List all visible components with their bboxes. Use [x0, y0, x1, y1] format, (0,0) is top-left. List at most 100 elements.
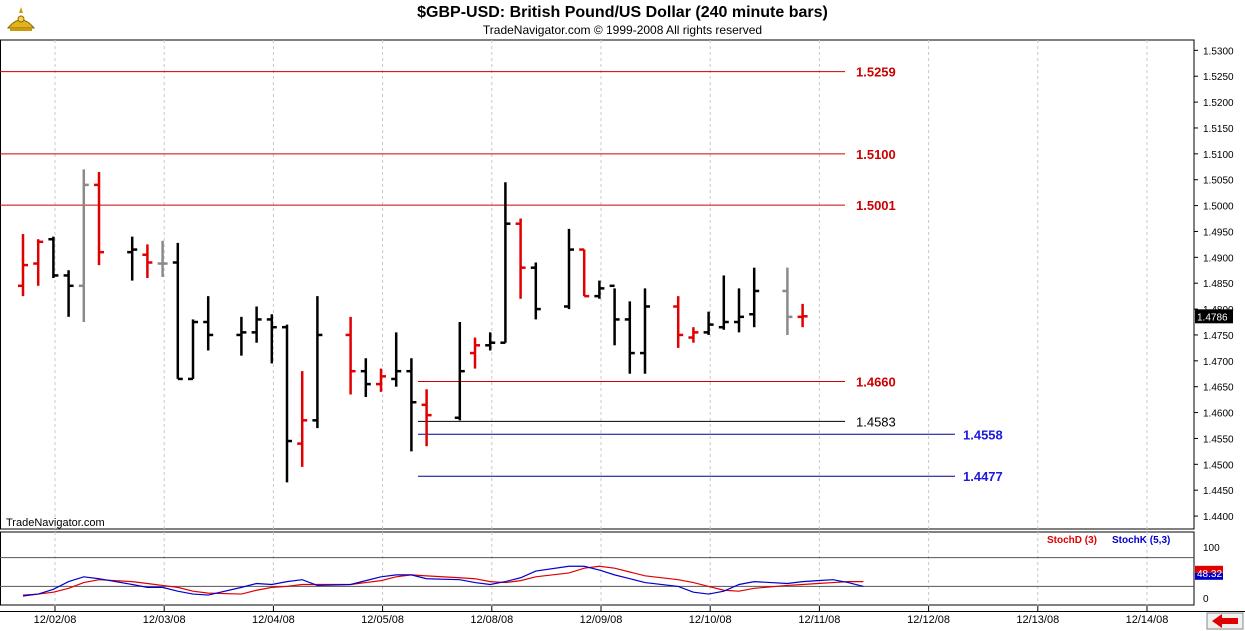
ohlc-bar-35 [640, 288, 650, 374]
frames [0, 39, 1245, 612]
ohlc-bar-36 [673, 296, 684, 348]
price-tick-label: 1.5050 [1203, 176, 1234, 187]
ohlc-bar-29 [530, 262, 541, 320]
ohlc-bar-37 [688, 327, 699, 343]
ohlc-bar-20 [376, 368, 386, 392]
ohlc-bar-26 [485, 332, 496, 351]
ohlc-bar-13 [251, 306, 262, 343]
ohlc-bar-18 [345, 316, 356, 395]
ohlc-bar-16 [297, 371, 308, 467]
level-label: 1.5100 [856, 147, 896, 162]
ohlc-bar-11 [203, 296, 214, 351]
ohlc-bar-5 [94, 171, 104, 266]
date-tick-label: 12/12/08 [907, 614, 950, 626]
chart-subtitle: TradeNavigator.com © 1999-2008 All right… [482, 23, 763, 37]
price-tick-label: 1.4550 [1203, 434, 1234, 445]
level-label: 1.5259 [856, 65, 896, 80]
price-bars [18, 169, 808, 483]
price-tick-label: 1.4750 [1203, 331, 1234, 342]
ohlc-bar-8 [157, 240, 168, 277]
price-tick-label: 1.4450 [1203, 486, 1234, 497]
ohlc-bar-41 [749, 267, 760, 328]
date-tick-label: 12/03/08 [143, 614, 186, 626]
price-tick-label: 1.4850 [1203, 279, 1234, 290]
price-tick-label: 1.4600 [1203, 409, 1234, 420]
ohlc-bar-43 [797, 303, 808, 328]
ohlc-bar-7 [142, 244, 153, 279]
arrow-shape [1212, 614, 1238, 628]
date-axis: 12/02/08 12/03/08 12/04/08 12/05/08 12/08/08… [34, 606, 1169, 626]
price-axis: 1.4400 1.4450 1.4500 1.4550 1.4600 1.4650 1.47… [1194, 46, 1234, 523]
current-price-box [1195, 309, 1233, 324]
ohlc-bar-14 [266, 314, 277, 364]
stoch-current-label: 48.32 [1197, 569, 1222, 580]
stoch-tick-100: 100 [1203, 543, 1220, 554]
level-label: 1.5001 [856, 198, 896, 213]
date-tick-label: 12/04/08 [252, 614, 295, 626]
stoch-value-box-top [1195, 565, 1223, 573]
ohlc-bar-9 [172, 242, 183, 381]
date-tick-label: 12/11/08 [798, 614, 840, 626]
ohlc-bar-24 [454, 322, 465, 421]
date-tick-label: 12/09/08 [580, 614, 623, 626]
ohlc-bar-19 [360, 358, 371, 398]
vertical-gridlines [54, 40, 1148, 605]
level-label: 1.4660 [856, 375, 896, 390]
ohlc-bar-23 [421, 389, 432, 447]
price-tick-label: 1.4400 [1203, 512, 1234, 523]
ohlc-bar-27 [500, 182, 511, 344]
ohlc-bar-30 [564, 228, 574, 310]
ohlc-bar-39 [718, 275, 729, 330]
chart-title: $GBP-USD: British Pound/US Dollar (240 m… [417, 4, 828, 21]
date-tick-label: 12/02/08 [34, 614, 77, 626]
indicator-panel-frame [0, 531, 1195, 606]
ohlc-bar-3 [63, 270, 74, 317]
ohlc-bar-32 [594, 280, 605, 299]
level-label: 1.4583 [856, 414, 896, 429]
ohlc-bar-1 [33, 239, 44, 286]
ohlc-bar-2 [48, 236, 59, 279]
ohlc-bar-0 [18, 234, 28, 297]
red-left-arrow-icon[interactable] [1206, 612, 1244, 630]
ohlc-bar-40 [734, 288, 744, 333]
date-tick-label: 12/05/08 [361, 614, 404, 626]
price-panel-frame [0, 39, 1195, 530]
stoch-tick-0: 0 [1203, 594, 1209, 605]
stochD-line [22, 565, 864, 596]
ohlc-bar-38 [703, 311, 714, 335]
price-levels: 1.5259 1.5100 1.5001 1.4660 1.4583 1.4558 1.44… [0, 65, 1003, 484]
stoch-value-box-bottom [1195, 572, 1223, 580]
stochK-line [22, 565, 864, 597]
price-tick-label: 1.5100 [1203, 150, 1234, 161]
price-tick-label: 1.4950 [1203, 227, 1234, 238]
ohlc-bar-34 [624, 301, 635, 374]
current-price-label: 1.4786 [1197, 312, 1228, 323]
watermark: TradeNavigator.com [6, 517, 105, 529]
ohlc-bar-6 [127, 236, 138, 281]
date-tick-label: 12/10/08 [689, 614, 732, 626]
ohlc-bar-15 [282, 324, 292, 483]
price-tick-label: 1.5150 [1203, 124, 1234, 135]
price-tick-label: 1.4900 [1203, 253, 1234, 264]
date-tick-label: 12/13/08 [1016, 614, 1059, 626]
stochD-legend: StochD (3) [1047, 535, 1097, 546]
ohlc-bar-31 [579, 248, 590, 298]
ohlc-bar-25 [470, 337, 480, 369]
ohlc-bar-33 [609, 284, 620, 346]
sextant-logo-icon [6, 7, 36, 31]
ohlc-bar-12 [236, 316, 247, 356]
ohlc-bar-17 [312, 296, 323, 429]
ohlc-bar-28 [515, 218, 526, 299]
ohlc-bar-22 [406, 358, 417, 452]
price-tick-label: 1.5300 [1203, 46, 1234, 57]
date-tick-label: 12/08/08 [470, 614, 513, 626]
ohlc-bar-10 [188, 319, 198, 381]
price-tick-label: 1.4650 [1203, 383, 1234, 394]
price-tick-label: 1.5250 [1203, 72, 1234, 83]
ohlc-bar-21 [391, 332, 402, 387]
stochastic-panel: StochD (3) StochK (5,3) 100 0 48.32 [0, 535, 1223, 605]
date-tick-label: 12/14/08 [1126, 614, 1169, 626]
price-tick-label: 1.4700 [1203, 357, 1234, 368]
ohlc-bar-4 [78, 169, 89, 323]
